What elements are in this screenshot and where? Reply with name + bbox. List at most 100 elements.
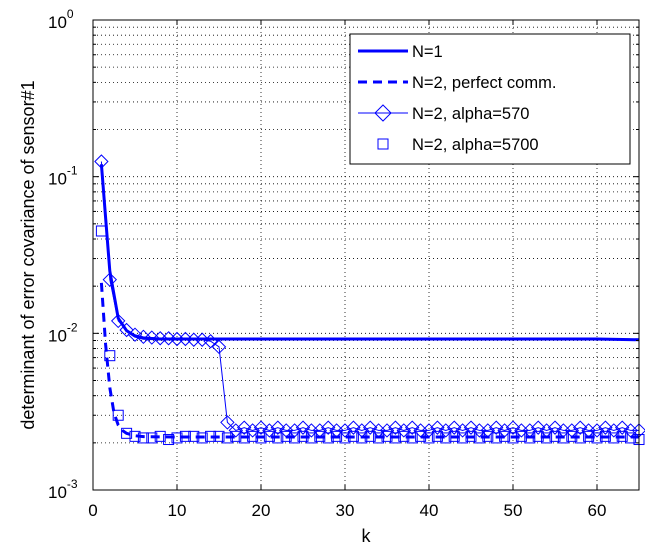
data-point	[398, 430, 410, 442]
data-point	[322, 432, 334, 444]
data-point	[430, 420, 445, 435]
data-point	[530, 420, 546, 435]
data-point	[415, 430, 427, 442]
y-tick-exponent: -1	[67, 164, 78, 178]
legend-label: N=2, alpha=5700	[412, 136, 539, 154]
data-point	[356, 432, 368, 444]
data-point	[614, 420, 630, 435]
data-point	[220, 415, 235, 430]
y-axis-title: determinant of error covariance of senso…	[18, 80, 38, 429]
data-point	[194, 332, 210, 347]
legend-box	[349, 33, 631, 165]
data-point	[228, 423, 244, 438]
data-point	[320, 420, 336, 435]
data-point	[457, 432, 469, 444]
data-point	[574, 432, 586, 444]
data-point	[389, 432, 401, 444]
data-point	[549, 430, 561, 442]
data-point	[448, 430, 460, 442]
data-point	[599, 430, 611, 442]
data-point	[465, 430, 477, 442]
data-point	[557, 432, 569, 444]
y-tick-base: 10	[48, 326, 67, 345]
data-point	[104, 350, 116, 362]
data-point	[490, 432, 502, 444]
data-point	[547, 420, 563, 435]
legend-marker	[374, 104, 392, 122]
data-point	[606, 423, 622, 438]
series-1	[99, 282, 639, 439]
data-point	[280, 430, 292, 442]
data-point	[272, 432, 284, 444]
series-3	[95, 225, 645, 446]
y-tick-exponent: -3	[67, 477, 78, 491]
data-point	[532, 430, 544, 442]
data-point	[608, 432, 620, 444]
data-point	[263, 430, 275, 442]
series-layer	[94, 154, 645, 446]
y-tick-label: 10-2	[48, 320, 78, 345]
data-point	[331, 430, 343, 442]
data-point	[396, 423, 412, 438]
data-point	[337, 423, 353, 438]
data-point	[205, 430, 217, 442]
data-point	[482, 430, 494, 442]
y-tick-label: 10-1	[48, 164, 78, 189]
y-tick-exponent: -2	[67, 320, 78, 334]
data-point	[253, 420, 269, 435]
data-point	[505, 420, 521, 435]
data-point	[179, 430, 191, 442]
x-tick-label: 0	[88, 501, 97, 520]
data-point	[497, 423, 512, 438]
series-line	[99, 282, 639, 439]
x-tick-label: 20	[252, 501, 271, 520]
x-tick-label: 10	[168, 501, 187, 520]
x-tick-label: 50	[504, 501, 523, 520]
data-point	[539, 423, 554, 438]
data-point	[213, 430, 225, 442]
data-point	[589, 423, 605, 438]
data-point	[354, 423, 370, 438]
data-point	[339, 432, 351, 444]
data-point	[119, 322, 134, 338]
x-tick-label: 60	[588, 501, 607, 520]
data-point	[591, 432, 603, 444]
data-point	[473, 432, 485, 444]
data-point	[287, 423, 302, 438]
y-tick-label: 10-3	[48, 477, 78, 502]
data-point	[188, 430, 200, 442]
data-point	[245, 423, 260, 438]
data-point	[221, 432, 233, 444]
data-point	[121, 427, 133, 439]
data-point	[438, 423, 454, 438]
data-point	[522, 423, 538, 438]
x-tick-label: 40	[420, 501, 439, 520]
data-point	[171, 432, 183, 444]
y-tick-base: 10	[48, 13, 67, 32]
data-point	[488, 420, 504, 435]
data-point	[112, 409, 124, 421]
data-point	[102, 272, 118, 287]
legend-marker	[377, 138, 389, 150]
axes-box	[92, 19, 640, 491]
data-point	[247, 430, 259, 442]
data-point	[137, 432, 149, 444]
data-point	[314, 430, 326, 442]
data-point	[572, 420, 588, 435]
x-tick-label: 30	[336, 501, 355, 520]
data-point	[499, 430, 511, 442]
data-point	[616, 430, 628, 442]
data-point	[423, 432, 435, 444]
data-point	[270, 420, 286, 435]
data-point	[583, 430, 595, 442]
data-point	[163, 434, 175, 446]
data-point	[524, 432, 536, 444]
data-point	[238, 432, 250, 444]
legend-entry: N=2, alpha=5700	[377, 136, 539, 154]
data-point	[346, 420, 361, 435]
data-point	[566, 430, 578, 442]
data-point	[404, 420, 420, 435]
data-point	[431, 430, 443, 442]
data-point	[295, 420, 311, 435]
